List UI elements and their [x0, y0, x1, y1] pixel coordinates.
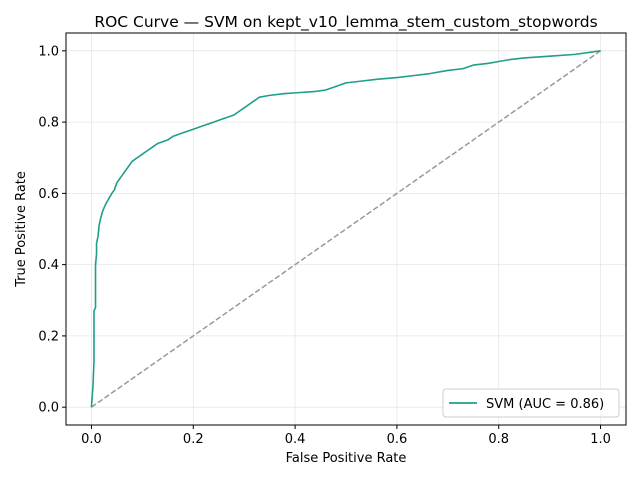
y-tick-label: 1.0: [38, 44, 59, 59]
legend-box: [442, 388, 620, 418]
x-tick-label: 0.2: [183, 432, 204, 447]
x-axis-label: False Positive Rate: [286, 451, 407, 466]
legend: SVM (AUC = 0.86): [442, 388, 620, 418]
x-tick-label: 0.8: [488, 432, 509, 447]
x-tick-label: 0.0: [81, 432, 102, 447]
y-tick-label: 0.2: [38, 329, 59, 344]
y-tick-label: 0.0: [38, 401, 59, 416]
x-tick-label: 1.0: [590, 432, 611, 447]
x-axis: 0.0 0.2 0.4 0.6 0.8 1.0: [81, 425, 611, 447]
y-tick-label: 0.4: [38, 258, 59, 273]
x-tick-label: 0.4: [285, 432, 306, 447]
svm-roc-line: [90, 50, 601, 408]
plot-frame: [65, 32, 627, 426]
y-axis-label: True Positive Rate: [14, 171, 29, 288]
x-tick-label: 0.6: [387, 432, 408, 447]
y-axis: 0.0 0.2 0.4 0.6 0.8 1.0: [38, 44, 66, 416]
legend-label: SVM (AUC = 0.86): [486, 397, 604, 412]
y-tick-label: 0.6: [38, 187, 59, 202]
grid-lines: [66, 33, 626, 425]
chart-title: ROC Curve — SVM on kept_v10_lemma_stem_c…: [94, 13, 597, 32]
y-tick-label: 0.8: [38, 116, 59, 131]
roc-curve: [90, 50, 601, 408]
